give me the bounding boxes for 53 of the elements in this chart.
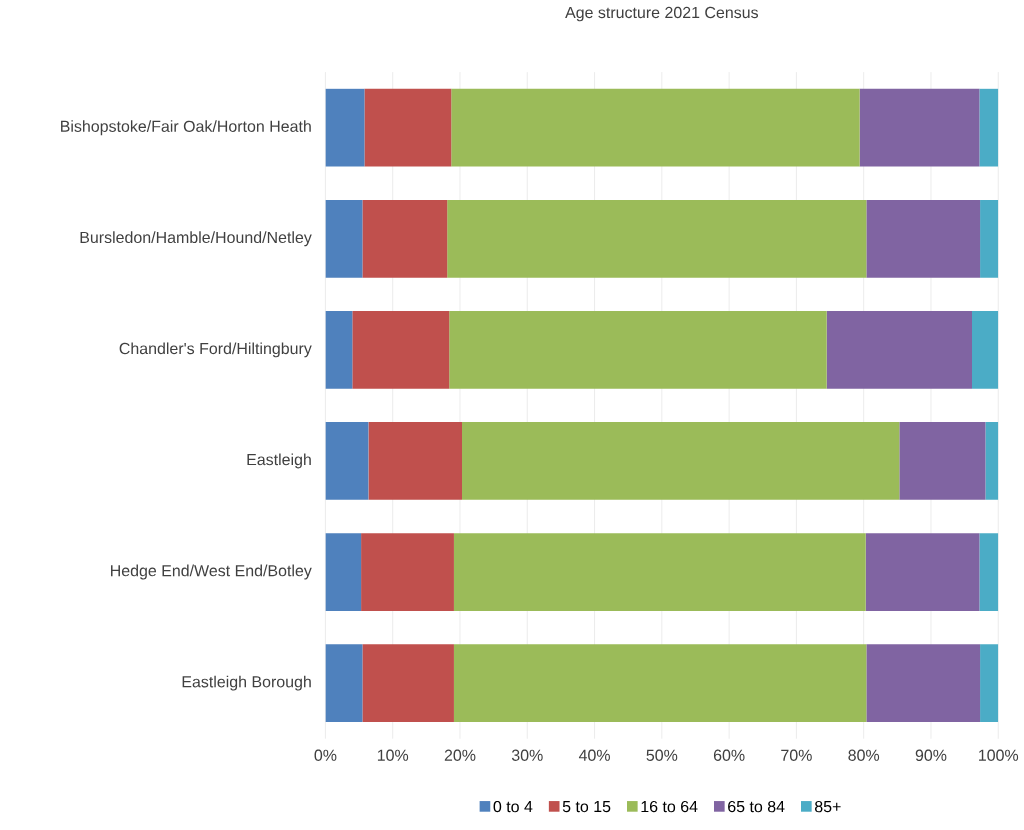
bar [451, 89, 860, 167]
x-tick-label: 0% [314, 749, 337, 762]
bar [352, 311, 450, 389]
x-tick-label: 70% [781, 749, 812, 762]
x-tick-label: 80% [848, 749, 880, 762]
legend-label: 85+ [815, 801, 841, 813]
y-tick-label: Hedge End/West End/Botley [111, 564, 312, 580]
bar [453, 644, 867, 723]
bar [462, 422, 900, 501]
bar [447, 200, 867, 278]
bar [972, 311, 999, 389]
legend-label: 0 to 4 [493, 801, 533, 813]
bar [325, 533, 362, 612]
bar [325, 200, 363, 278]
bar [979, 533, 999, 612]
bar [979, 89, 999, 167]
x-tick-label: 40% [578, 749, 610, 762]
bar [364, 89, 452, 167]
bar [325, 422, 369, 501]
x-tick-label: 20% [444, 749, 476, 762]
bar [866, 644, 981, 723]
x-tick-label: 10% [377, 749, 409, 762]
y-tick-label: Eastleigh Borough [182, 675, 311, 691]
x-tick-label: 90% [915, 749, 947, 762]
bar [899, 422, 986, 501]
bar [361, 533, 454, 612]
bar [362, 644, 454, 723]
y-tick-label: Bishopstoke/Fair Oak/Horton Heath [61, 120, 311, 136]
bar [325, 644, 363, 723]
y-tick-label: Chandler's Ford/Hiltingbury [119, 342, 312, 358]
x-tick-label: 100% [979, 749, 1019, 762]
bar [866, 200, 981, 278]
bar [325, 89, 365, 167]
bar [449, 311, 827, 389]
bar [453, 533, 866, 612]
bar [985, 422, 999, 501]
bar [865, 533, 980, 612]
bar [980, 200, 999, 278]
bar [826, 311, 973, 389]
bar [368, 422, 463, 501]
chart-title: Age structure 2021 Census [565, 7, 759, 22]
legend-label: 16 to 64 [641, 801, 698, 813]
legend-label: 5 to 15 [562, 801, 611, 813]
bar [362, 200, 448, 278]
x-tick-label: 60% [713, 749, 745, 762]
bar [325, 311, 353, 389]
bar [859, 89, 980, 167]
y-tick-label: Bursledon/Hamble/Hound/Netley [80, 231, 312, 247]
y-tick-label: Eastleigh [247, 453, 311, 469]
x-tick-label: 50% [646, 749, 678, 762]
x-tick-label: 30% [511, 749, 543, 762]
bar [980, 644, 999, 723]
legend-label: 65 to 84 [728, 801, 785, 813]
